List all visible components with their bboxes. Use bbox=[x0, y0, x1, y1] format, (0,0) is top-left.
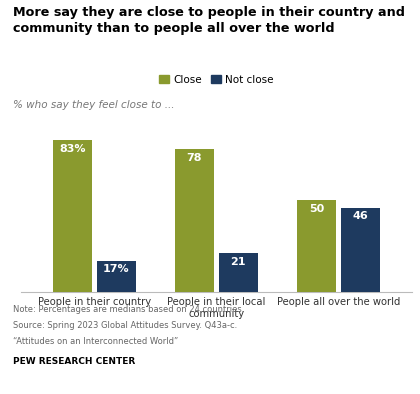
Bar bbox=[175, 149, 214, 292]
Bar bbox=[53, 140, 92, 292]
Bar bbox=[297, 200, 336, 292]
Text: “Attitudes on an Interconnected World”: “Attitudes on an Interconnected World” bbox=[13, 337, 178, 346]
Text: 21: 21 bbox=[231, 257, 246, 267]
Text: Note: Percentages are medians based on 24 countries.: Note: Percentages are medians based on 2… bbox=[13, 305, 244, 314]
Text: 46: 46 bbox=[352, 211, 368, 221]
Bar bbox=[97, 260, 136, 292]
Text: 78: 78 bbox=[186, 153, 202, 163]
Text: PEW RESEARCH CENTER: PEW RESEARCH CENTER bbox=[13, 357, 135, 366]
Text: 50: 50 bbox=[309, 204, 324, 214]
Bar bbox=[341, 208, 380, 292]
Legend: Close, Not close: Close, Not close bbox=[159, 75, 273, 85]
Text: % who say they feel close to ...: % who say they feel close to ... bbox=[13, 100, 174, 110]
Text: 17%: 17% bbox=[103, 264, 129, 274]
Bar bbox=[219, 253, 258, 292]
Text: 83%: 83% bbox=[59, 144, 86, 154]
Text: Source: Spring 2023 Global Attitudes Survey. Q43a-c.: Source: Spring 2023 Global Attitudes Sur… bbox=[13, 321, 237, 330]
Text: More say they are close to people in their country and
community than to people : More say they are close to people in the… bbox=[13, 6, 404, 35]
